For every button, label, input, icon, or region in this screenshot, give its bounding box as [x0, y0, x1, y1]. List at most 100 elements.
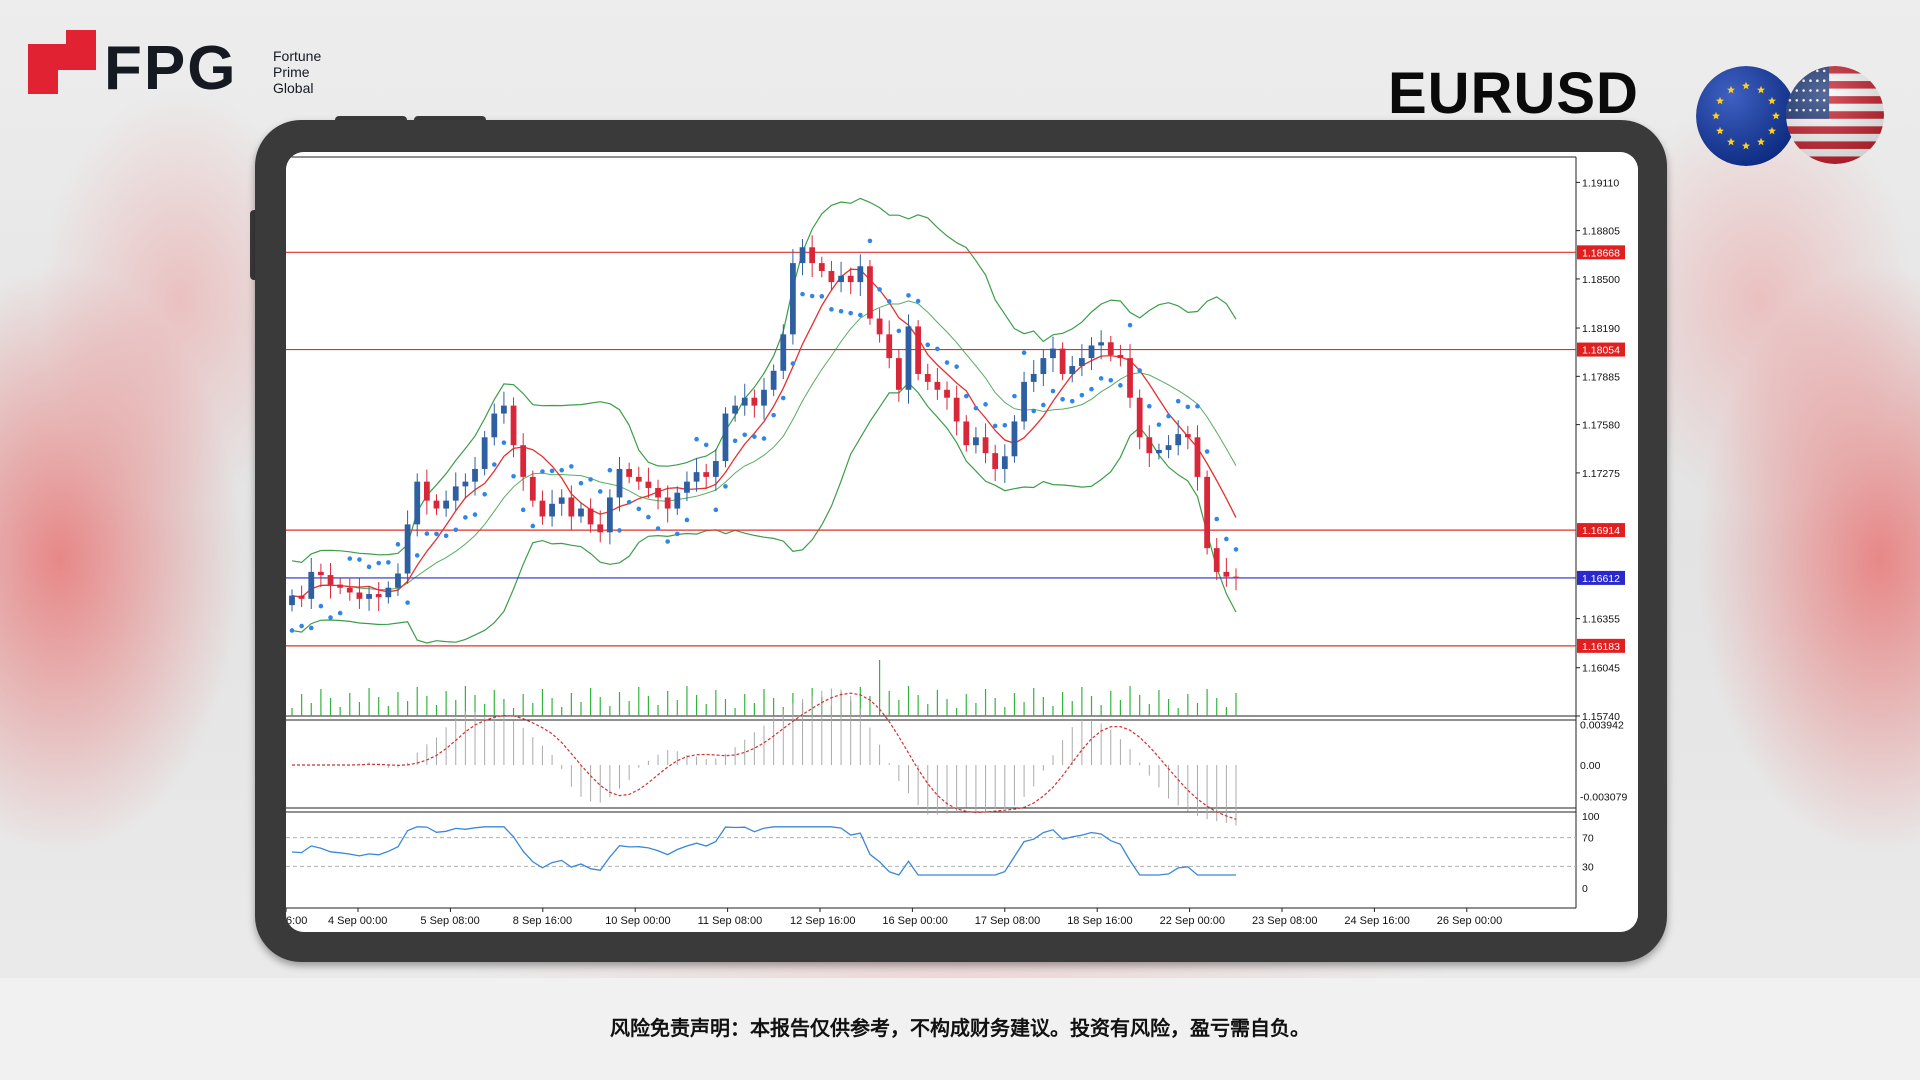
sar-dot [838, 308, 844, 314]
level-label: 1.18054 [1582, 345, 1620, 357]
candle-body [645, 481, 652, 488]
price-tick-label: 1.17885 [1582, 371, 1620, 383]
candle-body [472, 468, 478, 482]
candle-body [423, 481, 430, 501]
candle-body [520, 445, 527, 477]
sar-dot [376, 560, 381, 566]
level-label: 1.16914 [1582, 525, 1620, 537]
sar-dot [915, 298, 921, 304]
sar-dot [405, 600, 410, 605]
candle-body [761, 389, 767, 406]
sar-dot [578, 480, 584, 486]
sar-dot [1002, 422, 1008, 428]
candle-body [953, 397, 960, 422]
sar-dot [1060, 396, 1065, 402]
eu-star-icon [1772, 111, 1780, 120]
sar-dot [443, 533, 449, 539]
sar-dot [809, 293, 815, 299]
candle-body [1146, 437, 1153, 454]
candle-body [1059, 348, 1066, 374]
sar-dot [328, 615, 333, 620]
candle-body [934, 381, 941, 390]
sar-dot [848, 310, 853, 316]
eu-star-icon [1742, 81, 1750, 90]
candle-body [1040, 358, 1047, 374]
sar-dot [559, 467, 565, 473]
sar-dot [607, 467, 613, 473]
time-axis: 6:00 4 Sep 00:00 5 Sep 08:00 8 Sep 16:00 10 … [286, 908, 1502, 927]
candle-body [876, 318, 883, 335]
time-tick-label: 16 Sep 00:00 [882, 915, 947, 927]
candle-body [558, 497, 565, 504]
sar-dot [463, 515, 468, 520]
sar-dot [963, 393, 969, 399]
sar-dot [414, 553, 420, 558]
sar-dot [694, 436, 699, 442]
trading-chart: 1.19110 1.18805 1.18500 1.18190 1.17885 1.175… [286, 152, 1638, 932]
candle-body [1175, 434, 1182, 446]
sar-dot [1031, 408, 1037, 414]
price-tick-label: 1.15740 [1582, 711, 1620, 723]
candle-body [510, 405, 517, 446]
time-tick-label: 17 Sep 08:00 [975, 915, 1040, 927]
candle-body [587, 508, 594, 525]
price-tick-label: 1.17580 [1582, 420, 1620, 432]
candle-body [674, 492, 681, 509]
candle-body [664, 497, 671, 509]
sar-dot [1233, 547, 1239, 552]
eu-star-icon [1712, 111, 1720, 120]
rsi-panel: 100 70 30 0 [286, 811, 1600, 895]
logo-sub-line: Fortune [273, 48, 322, 64]
candle-body [1107, 342, 1114, 355]
candle-body [1011, 421, 1018, 457]
candle-body [481, 437, 488, 469]
macd-signal-line [292, 692, 1237, 820]
sar-dot [675, 531, 680, 537]
macd-tick-label: 0.003942 [1580, 720, 1624, 732]
candle-body [606, 497, 613, 533]
time-tick-label: 26 Sep 00:00 [1437, 915, 1502, 927]
sar-dot [337, 610, 343, 616]
candle-body [1204, 476, 1210, 549]
candle-body [298, 595, 305, 599]
candle-body [327, 575, 334, 585]
sar-dot [723, 484, 728, 489]
sar-dot [1224, 536, 1229, 542]
candle-body [770, 370, 777, 390]
candle-body [1194, 437, 1201, 477]
sar-dot [472, 512, 478, 517]
candle-body [867, 266, 873, 319]
price-levels [286, 251, 1576, 647]
price-axis: 1.19110 1.18805 1.18500 1.18190 1.17885 1.175… [1576, 177, 1620, 723]
candle-body [635, 476, 642, 482]
sar-dot [732, 438, 738, 444]
candle-body [395, 573, 401, 588]
level-label-box [1577, 570, 1625, 585]
price-tick-label: 1.17275 [1582, 468, 1620, 480]
bollinger-lower [291, 382, 1237, 644]
candle-body [443, 500, 450, 509]
candle-body [1184, 434, 1191, 438]
sar-dot [1127, 322, 1133, 328]
candle-body [655, 487, 661, 498]
sar-dot [1156, 422, 1162, 427]
sar-dot [684, 517, 690, 523]
sar-dot [453, 527, 459, 533]
sar-dot [308, 625, 314, 631]
rsi-tick-label: 70 [1582, 833, 1594, 845]
macd-tick-label: -0.003079 [1580, 792, 1627, 804]
bollinger-middle [291, 300, 1237, 598]
candle-body [1021, 381, 1027, 422]
candle-body [289, 595, 295, 606]
sar-dot [1118, 383, 1123, 388]
candle-body [414, 481, 421, 525]
candle-body [963, 421, 970, 446]
candle-body [539, 500, 546, 517]
sar-dot [1089, 386, 1094, 392]
candle-body [1088, 345, 1095, 359]
sar-dot [1021, 350, 1027, 356]
sar-dot [771, 412, 776, 418]
sar-dot [386, 560, 391, 565]
bollinger-upper [291, 197, 1237, 564]
candle-body [1050, 348, 1056, 359]
